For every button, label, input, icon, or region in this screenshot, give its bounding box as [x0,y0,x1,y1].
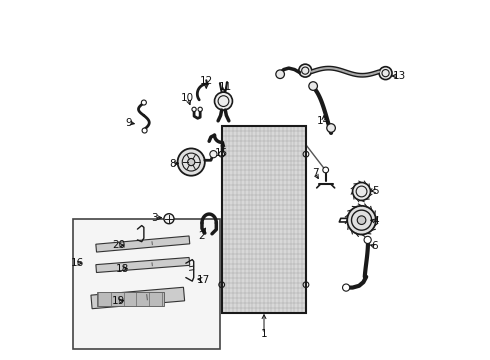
Circle shape [309,82,318,90]
Bar [221,126,306,313]
Text: 8: 8 [169,159,176,169]
Circle shape [379,67,392,80]
Circle shape [323,167,329,173]
Text: 3: 3 [151,213,158,222]
Circle shape [141,100,147,105]
Text: 13: 13 [392,71,406,81]
Circle shape [327,124,335,132]
Text: 6: 6 [371,241,378,251]
Circle shape [177,148,205,176]
Text: 2: 2 [198,231,204,240]
Text: 18: 18 [116,264,129,274]
Text: 11: 11 [219,82,232,92]
Circle shape [276,70,285,78]
Text: 19: 19 [112,296,125,306]
Circle shape [215,92,232,110]
Text: 14: 14 [317,116,331,126]
Circle shape [347,206,376,234]
Text: 17: 17 [196,275,210,285]
Bar [221,126,306,313]
Polygon shape [96,236,190,252]
Circle shape [192,107,196,112]
Text: 4: 4 [372,216,379,226]
Circle shape [364,236,371,243]
Circle shape [188,158,195,166]
Text: 16: 16 [71,258,84,268]
Polygon shape [96,257,190,273]
Circle shape [164,214,174,224]
Circle shape [353,183,370,201]
Circle shape [198,107,202,112]
Polygon shape [91,287,185,309]
Text: 20: 20 [112,240,125,250]
Circle shape [210,150,217,158]
Text: 5: 5 [372,186,379,196]
Circle shape [357,216,366,225]
Circle shape [343,284,350,291]
Text: 10: 10 [181,93,194,103]
Circle shape [299,64,312,77]
Circle shape [142,128,147,133]
Text: 1: 1 [261,329,268,339]
Text: 15: 15 [215,148,228,158]
Text: 12: 12 [199,76,213,86]
Bar [73,220,220,348]
Bar [97,292,164,306]
Text: 9: 9 [125,118,132,128]
Text: 7: 7 [312,168,318,178]
